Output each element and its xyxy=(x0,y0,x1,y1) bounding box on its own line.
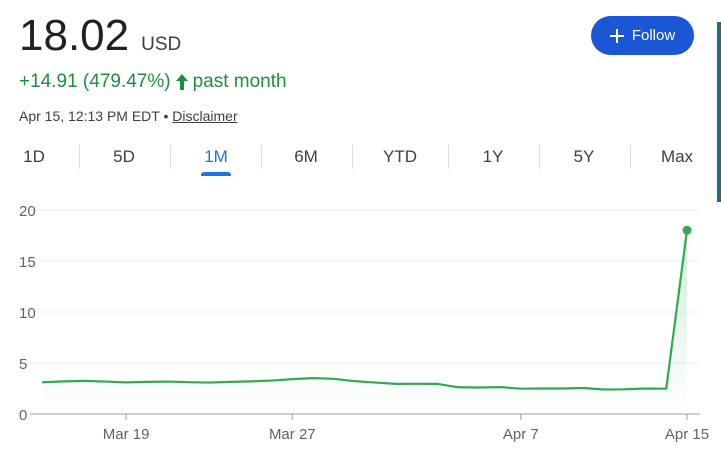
change-period: past month xyxy=(192,71,287,92)
tab-1m[interactable]: 1M xyxy=(204,147,228,166)
price-change-row: +14.91 (479.47%) past month xyxy=(19,70,287,94)
active-tab-indicator xyxy=(201,172,231,176)
y-tick-label: 15 xyxy=(19,254,36,271)
price-row: 18.02 USD xyxy=(19,10,181,62)
quote-meta: Apr 15, 12:13 PM EDT • Disclaimer xyxy=(19,107,238,125)
follow-label: Follow xyxy=(631,27,676,44)
tab-divider xyxy=(630,145,631,169)
x-tick-label: Apr 15 xyxy=(665,426,709,443)
tab-1d[interactable]: 1D xyxy=(23,147,45,166)
x-tick-label: Mar 19 xyxy=(103,426,150,443)
tab-divider xyxy=(352,145,353,169)
current-price: 18.02 xyxy=(19,11,130,60)
range-tabs: 1D 5D 1M 6M YTD 1Y 5Y Max xyxy=(0,140,712,176)
series-area xyxy=(43,230,687,414)
tab-divider xyxy=(539,145,540,169)
tab-5d[interactable]: 5D xyxy=(113,147,135,166)
tab-divider xyxy=(170,145,171,169)
last-point-marker xyxy=(682,225,692,235)
tab-max[interactable]: Max xyxy=(660,147,694,166)
price-change: +14.91 (479.47%) xyxy=(19,71,171,92)
plus-icon xyxy=(609,28,624,43)
x-tick-label: Apr 7 xyxy=(503,426,539,443)
tab-1y[interactable]: 1Y xyxy=(482,147,504,166)
y-tick-label: 20 xyxy=(19,203,36,220)
tab-divider xyxy=(448,145,449,169)
follow-button[interactable]: Follow xyxy=(591,16,694,55)
tab-divider xyxy=(79,145,80,169)
tab-ytd[interactable]: YTD xyxy=(383,147,417,166)
series-line xyxy=(41,229,689,391)
disclaimer-link[interactable]: Disclaimer xyxy=(172,108,238,124)
y-tick-label: 0 xyxy=(19,407,27,424)
quote-timestamp: Apr 15, 12:13 PM EDT xyxy=(19,108,160,124)
price-chart[interactable]: 0 5 10 15 20 Mar 19 Mar 27 Apr 7 Apr 15 xyxy=(0,190,721,461)
tab-6m[interactable]: 6M xyxy=(294,147,318,166)
y-tick-label: 5 xyxy=(19,356,27,373)
x-tick-label: Mar 27 xyxy=(269,426,316,443)
tab-5y[interactable]: 5Y xyxy=(573,147,595,166)
currency-label: USD xyxy=(141,34,182,55)
meta-separator: • xyxy=(163,108,169,124)
y-tick-label: 10 xyxy=(19,305,36,322)
tab-divider xyxy=(261,145,262,169)
arrow-up-icon xyxy=(175,73,189,91)
adjacent-panel-edge xyxy=(717,22,721,202)
